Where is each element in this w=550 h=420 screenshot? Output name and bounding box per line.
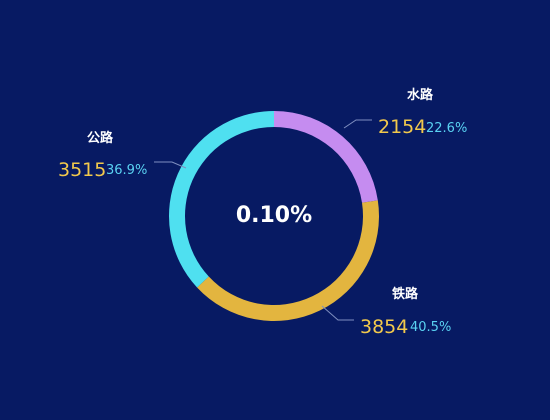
leader-line-tielu: [321, 305, 354, 321]
slice-value-gonglu: 3515: [58, 159, 106, 181]
slice-percent-gonglu: 36.9%: [106, 163, 147, 178]
slice-gonglu: [169, 110, 274, 288]
slice-percent-tielu: 40.5%: [410, 320, 451, 335]
slices-layer: [169, 110, 379, 321]
slice-name-gonglu: 公路: [87, 130, 114, 146]
slice-value-shuilu: 2154: [378, 116, 426, 138]
leaders-layer: [154, 119, 372, 321]
leader-line-gonglu: [154, 161, 187, 169]
center-label: 0.10%: [236, 203, 312, 228]
slice-name-shuilu: 水路: [407, 87, 434, 103]
slice-value-tielu: 3854: [360, 316, 408, 338]
labels-layer: 水路 2154 22.6% 铁路 3854 40.5% 公路 3515 36.9%: [58, 87, 467, 338]
slice-tielu: [197, 200, 379, 321]
slice-percent-shuilu: 22.6%: [426, 121, 467, 136]
slice-name-tielu: 铁路: [391, 286, 419, 302]
leader-line-shuilu: [343, 119, 372, 129]
slice-shuilu: [274, 111, 378, 203]
